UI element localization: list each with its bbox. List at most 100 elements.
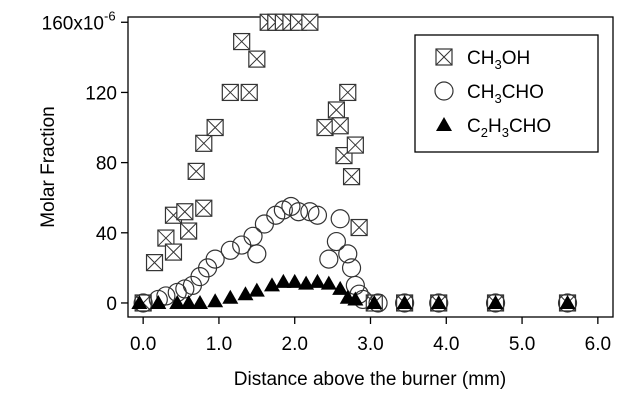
legend: CH3OH CH3CHO C2H3CHO <box>414 34 599 153</box>
chart-marks <box>131 13 578 313</box>
legend-label: C2H3CHO <box>467 116 551 140</box>
y-axis: 0 40 80 120 160x10 -6 <box>42 8 128 315</box>
marker-cross <box>195 134 213 152</box>
data-point <box>559 294 576 309</box>
data-point <box>319 249 339 269</box>
data-point <box>487 294 504 309</box>
data-point <box>307 205 328 225</box>
y-tick-label: 160x10 <box>42 13 104 34</box>
x-axis-title: Distance above the burner (mm) <box>234 369 506 390</box>
data-point <box>288 202 309 222</box>
data-point <box>254 214 275 234</box>
data-point <box>332 280 349 295</box>
x-tick-label: 4.0 <box>433 334 459 355</box>
data-point <box>150 294 167 309</box>
marker-cross <box>435 48 453 66</box>
x-tick-label: 6.0 <box>585 334 611 355</box>
y-tick-label: 80 <box>96 154 117 175</box>
marker-cross <box>221 84 239 101</box>
marker-cross <box>165 243 182 261</box>
y-tick-label: 120 <box>85 83 117 104</box>
data-point <box>301 13 319 31</box>
data-point <box>327 101 345 119</box>
data-point <box>326 231 346 252</box>
legend-marker <box>435 48 453 66</box>
data-point <box>169 294 186 309</box>
data-point <box>309 273 326 288</box>
data-point <box>300 202 320 222</box>
marker-cross <box>180 222 197 240</box>
data-point <box>175 279 195 299</box>
marker-cross <box>301 13 319 31</box>
x-axis: 0.0 1.0 2.0 3.0 4.0 5.0 6.0 <box>130 317 611 355</box>
y-tick-label: 40 <box>96 224 117 245</box>
data-point <box>263 277 280 292</box>
legend-marker <box>434 81 454 101</box>
marker-cross <box>206 119 224 136</box>
marker-cross <box>176 203 194 221</box>
data-point <box>180 222 198 240</box>
marker-cross <box>146 254 163 271</box>
data-point <box>331 117 349 135</box>
data-point <box>286 273 303 288</box>
data-point <box>316 118 334 137</box>
marker-cross <box>248 50 266 68</box>
data-point <box>339 83 357 102</box>
data-point <box>368 293 388 313</box>
marker-cross <box>328 101 345 119</box>
marker-cross <box>346 136 364 154</box>
data-point <box>350 218 368 237</box>
data-point <box>320 275 337 290</box>
marker-cross <box>316 119 334 136</box>
data-point <box>222 289 239 304</box>
x-tick-label: 3.0 <box>357 334 383 355</box>
data-point <box>248 50 266 68</box>
data-point <box>248 282 265 297</box>
x-tick-label: 5.0 <box>509 334 535 355</box>
data-point <box>156 286 176 306</box>
data-point <box>207 293 224 308</box>
data-point <box>557 293 578 313</box>
y-axis-title: Molar Fraction <box>38 106 59 227</box>
data-point <box>180 294 197 309</box>
data-point <box>298 275 315 290</box>
marker-cross <box>350 219 368 236</box>
marker-cross <box>331 117 349 135</box>
data-point <box>220 240 240 260</box>
data-point <box>243 226 263 246</box>
data-point <box>342 168 361 186</box>
x-tick-label: 2.0 <box>282 334 308 355</box>
data-point <box>164 243 183 261</box>
data-point <box>346 136 364 154</box>
data-point <box>237 286 254 301</box>
y-tick-exponent: -6 <box>104 8 116 23</box>
marker-cross <box>339 84 357 101</box>
data-point <box>240 83 258 102</box>
data-point <box>233 32 251 51</box>
legend-label: CH3CHO <box>467 82 544 106</box>
data-point <box>430 294 447 309</box>
data-point <box>131 294 148 309</box>
data-point <box>395 293 415 313</box>
data-point <box>396 294 413 309</box>
data-point <box>221 83 239 102</box>
x-tick-label: 0.0 <box>130 334 156 355</box>
data-point <box>338 244 358 264</box>
data-point <box>485 293 506 313</box>
data-point <box>191 294 208 309</box>
data-point <box>145 254 164 272</box>
marker-cross <box>157 229 175 247</box>
data-point <box>347 291 364 306</box>
data-point <box>206 118 224 137</box>
data-point <box>247 244 267 264</box>
data-point <box>195 134 213 152</box>
x-tick-label: 1.0 <box>206 334 232 355</box>
legend-label: CH3OH <box>467 48 530 72</box>
data-point <box>176 203 194 221</box>
data-point <box>187 162 205 180</box>
marker-cross <box>343 168 360 186</box>
data-point <box>275 273 292 288</box>
marker-cross <box>195 199 213 217</box>
marker-cross <box>187 163 205 180</box>
